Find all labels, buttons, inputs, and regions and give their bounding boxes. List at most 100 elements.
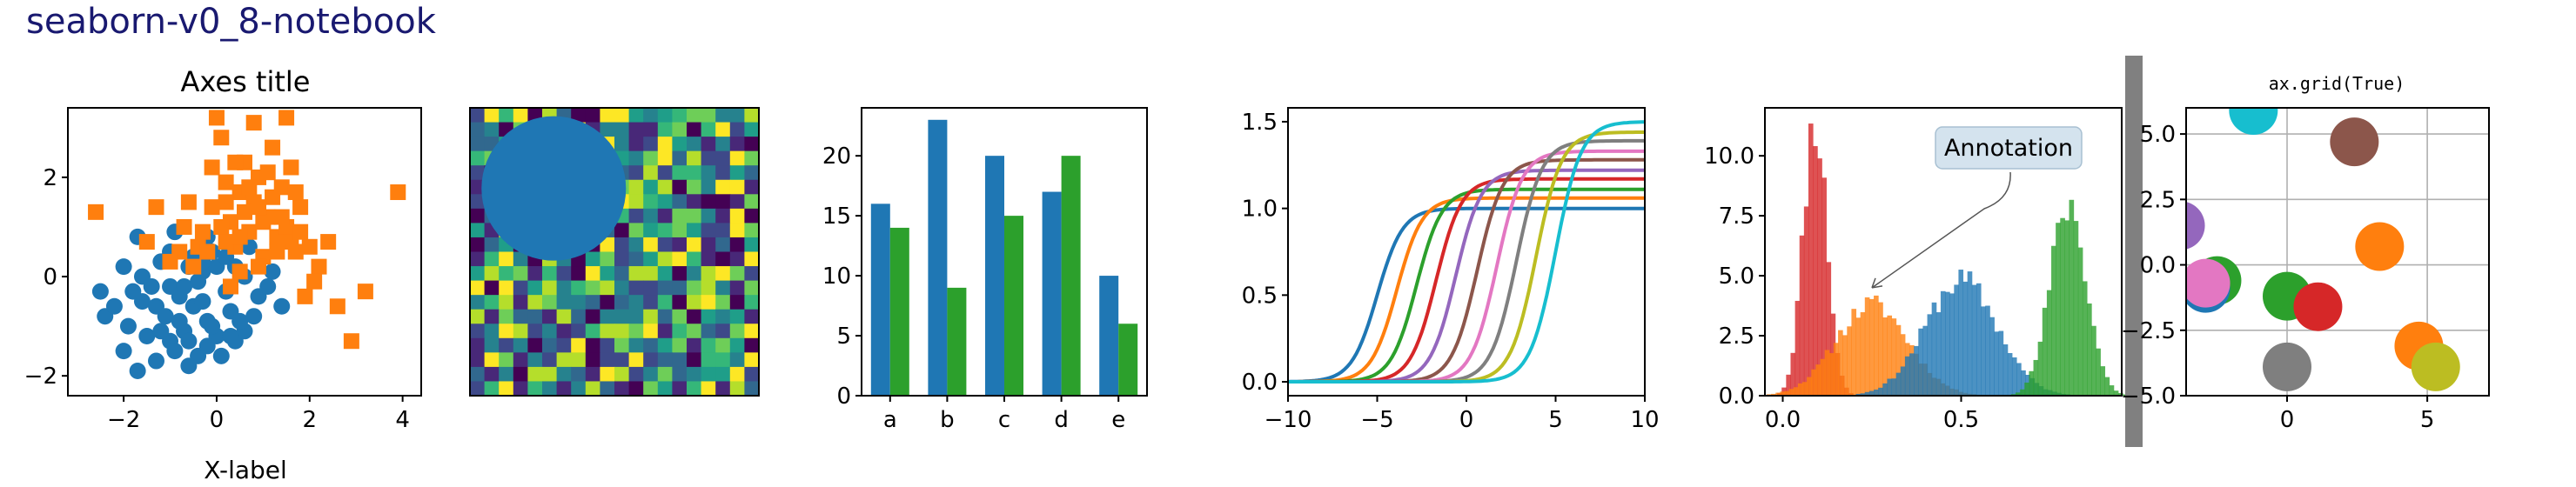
heatmap-cell: [715, 337, 731, 353]
histogram-bar: [1945, 291, 1950, 396]
scatter-point: [2229, 108, 2278, 136]
heatmap-cell: [687, 280, 702, 296]
heatmap-cell: [628, 266, 644, 282]
heatmap-cell: [527, 295, 543, 310]
histogram-bar: [1900, 334, 1906, 396]
scatter-point: [218, 234, 234, 250]
heatmap-cell: [643, 352, 659, 368]
heatmap-cell: [484, 381, 500, 397]
heatmap-cell: [470, 251, 486, 267]
histogram-bar: [1860, 312, 1866, 396]
scatter-point: [273, 297, 291, 315]
heatmap-cell: [729, 194, 745, 210]
heatmap-cell: [556, 280, 572, 296]
histogram-bar: [1935, 312, 1942, 396]
heatmap-cell: [729, 251, 745, 267]
heatmap-cell: [484, 337, 500, 353]
heatmap-cell: [744, 337, 760, 353]
heatmap-cell: [715, 266, 731, 282]
series-line: [1287, 206, 1645, 384]
heatmap-cell: [715, 165, 731, 181]
scatter-point: [306, 273, 323, 290]
annotation-arrowhead: [1871, 277, 1883, 289]
heatmap-cell: [470, 309, 486, 324]
heatmap-cell: [585, 309, 600, 324]
scatter-point: [180, 332, 198, 350]
heatmap-cell: [499, 266, 514, 282]
heatmap-cell: [687, 208, 702, 223]
heatmap-cell: [585, 108, 600, 123]
heatmap-cell: [527, 337, 543, 353]
heatmap-cell: [628, 122, 644, 137]
heatmap-cell: [729, 179, 745, 195]
heatmap-cell: [701, 381, 716, 397]
heatmap-cell: [643, 137, 659, 152]
heatmap-cell: [715, 150, 731, 166]
chart1-frame: [67, 107, 422, 397]
heatmap-cell: [643, 179, 659, 195]
histogram-bar: [1775, 392, 1781, 396]
scatter-point: [204, 199, 220, 216]
heatmap-cell: [628, 366, 644, 383]
heatmap-cell: [701, 179, 716, 195]
heatmap-cell: [542, 352, 558, 368]
histogram-bar: [2011, 357, 2017, 396]
scatter-point: [208, 110, 225, 126]
histogram-bar: [1828, 353, 1835, 396]
scatter-point: [301, 238, 318, 255]
heatmap-cell: [672, 309, 688, 324]
scatter-point: [133, 268, 151, 285]
series-line: [1288, 187, 1645, 384]
scatter-point: [91, 283, 109, 300]
heatmap-cell: [657, 381, 673, 397]
heatmap-cell: [701, 309, 716, 324]
scatter-point: [194, 293, 211, 310]
heatmap-cell: [657, 324, 673, 339]
histogram-bar: [2064, 220, 2070, 396]
chart1-x-tick-label: 2: [303, 407, 318, 433]
chart1-x-tick-label: −2: [107, 407, 140, 433]
histogram-bar: [1815, 364, 1821, 396]
heatmap-cell: [513, 366, 528, 383]
scatter-point: [190, 273, 207, 290]
heatmap-cell: [571, 381, 587, 397]
heatmap-cell: [628, 194, 644, 210]
heatmap-cell: [701, 366, 716, 383]
heatmap-cell: [585, 352, 600, 368]
heatmap-cell: [527, 266, 543, 282]
chart5-x-tick-label: 0.0: [1765, 407, 1801, 433]
heatmap-cell: [744, 122, 760, 137]
scatter-point: [213, 130, 230, 146]
scatter-point: [273, 209, 290, 225]
heatmap-cell: [729, 208, 745, 223]
scatter-point: [241, 179, 258, 196]
heatmap-cell: [687, 150, 702, 166]
heatmap-cell: [628, 150, 644, 166]
heatmap-cell: [585, 366, 600, 383]
heatmap-cell: [484, 309, 500, 324]
heatmap-cell: [657, 295, 673, 310]
heatmap-cell: [657, 194, 673, 210]
heatmap-cell: [470, 324, 486, 339]
heatmap-cell: [643, 295, 659, 310]
heatmap-cell: [628, 337, 644, 353]
histogram-bar: [1864, 391, 1870, 396]
heatmap-cell: [628, 208, 644, 223]
histogram-bar: [2029, 370, 2035, 396]
heatmap-cell: [571, 337, 587, 353]
annotation-box: [1935, 126, 2083, 170]
chart3-x-tick-label: d: [1054, 407, 1069, 433]
heatmap-cell: [657, 150, 673, 166]
heatmap-cell: [600, 352, 615, 368]
histogram-bar: [1976, 283, 1982, 396]
heatmap-cell: [729, 324, 745, 339]
heatmap-cell: [585, 251, 600, 267]
heatmap-cell: [527, 381, 543, 397]
chart6-y-tick-label: 2.5: [2140, 187, 2176, 213]
histogram-bar: [2069, 199, 2075, 396]
heatmap-cell: [600, 108, 615, 123]
histogram-bar: [2021, 370, 2026, 396]
heatmap-cell: [556, 266, 572, 282]
scatter-point: [251, 199, 267, 216]
heatmap-cell: [687, 381, 702, 397]
